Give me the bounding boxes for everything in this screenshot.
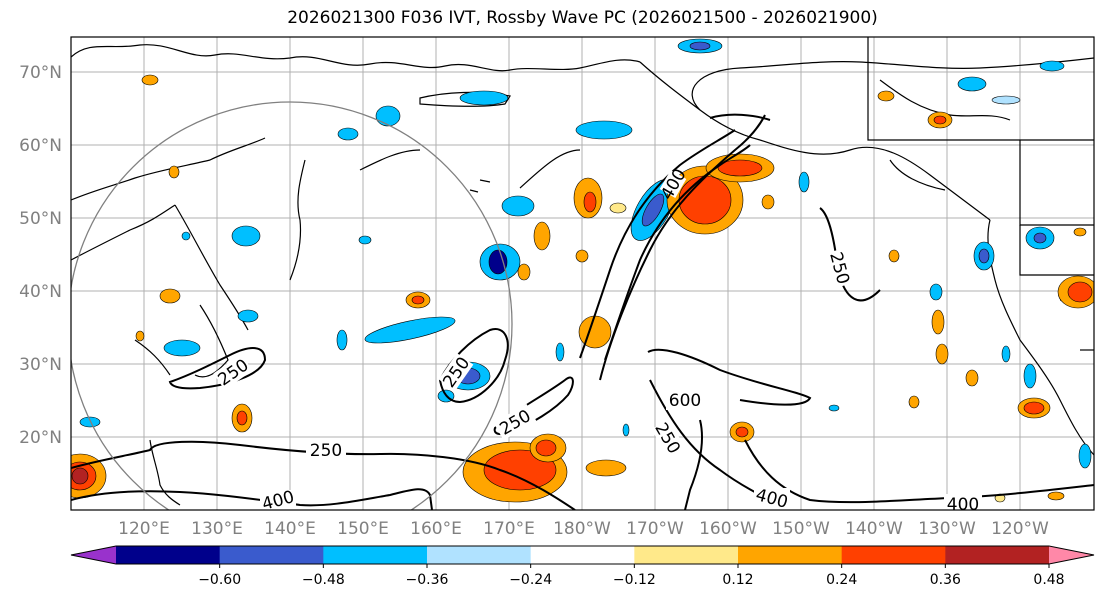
lon-label: 150°W [772,519,830,539]
lon-label: 150°E [337,519,389,539]
reference-circle [71,101,513,510]
coastlines [71,37,1094,506]
lon-label: 130°W [918,519,976,539]
colorbar-tick-label: −0.60 [198,572,241,588]
colorbar-segment [530,546,635,564]
lon-label: 120°W [991,519,1049,539]
colorbar-segment [323,546,428,564]
colorbar-tick-label: 0.24 [826,572,857,588]
longitude-labels: 120°E 130°E 140°E 150°E 160°E 170°E 180°… [118,519,1049,539]
lon-label: 140°W [845,519,903,539]
lon-label: 160°W [699,519,757,539]
lon-label: 170°W [626,519,684,539]
lon-label: 120°E [118,519,170,539]
contour-label-250: 250 [310,441,342,461]
colorbar-outline [70,545,1095,565]
colorbar-tick-label: 0.36 [930,572,961,588]
colorbar-tick-label: −0.48 [302,572,345,588]
contour-label-400: 400 [260,487,297,515]
map-title: 2026021300 F036 IVT, Rossby Wave PC (202… [287,8,878,28]
latitude-labels: 70°N 60°N 50°N 40°N 30°N 20°N [19,63,62,448]
colorbar-segment [427,546,532,564]
colorbar-segment [841,546,946,564]
colorbar-segment [219,546,324,564]
contour-label-600: 600 [669,391,701,411]
colorbar-tick-label: −0.24 [509,572,552,588]
lat-label: 20°N [19,428,62,448]
colorbar-extend-max [1049,546,1094,564]
lat-label: 70°N [19,63,62,83]
lat-label: 40°N [19,282,62,302]
colorbar-tick-label: 0.12 [722,572,753,588]
colorbar-segment [945,546,1050,564]
colorbar-segment [116,546,221,564]
colorbar: −0.60 −0.48 −0.36 −0.24 −0.12 0.12 0.24 0.36 0.4… [70,545,1095,588]
colorbar-segment [634,546,739,564]
colorbar-tick-label: −0.12 [613,572,656,588]
lon-label: 130°E [191,519,243,539]
colorbar-segment [738,546,843,564]
lat-label: 30°N [19,355,62,375]
contour-label-400: 400 [947,495,979,515]
lon-label: 160°E [410,519,462,539]
lon-label: 170°E [483,519,535,539]
lat-label: 60°N [19,136,62,156]
negative-anomaly-fill [79,38,1092,469]
colorbar-extend-min [71,546,116,564]
map-frame [70,36,1095,511]
lat-label: 50°N [19,209,62,229]
colorbar-tick-label: 0.48 [1033,572,1064,588]
lon-label: 180°W [553,519,611,539]
lon-label: 140°E [264,519,316,539]
colorbar-tick-label: −0.36 [406,572,449,588]
